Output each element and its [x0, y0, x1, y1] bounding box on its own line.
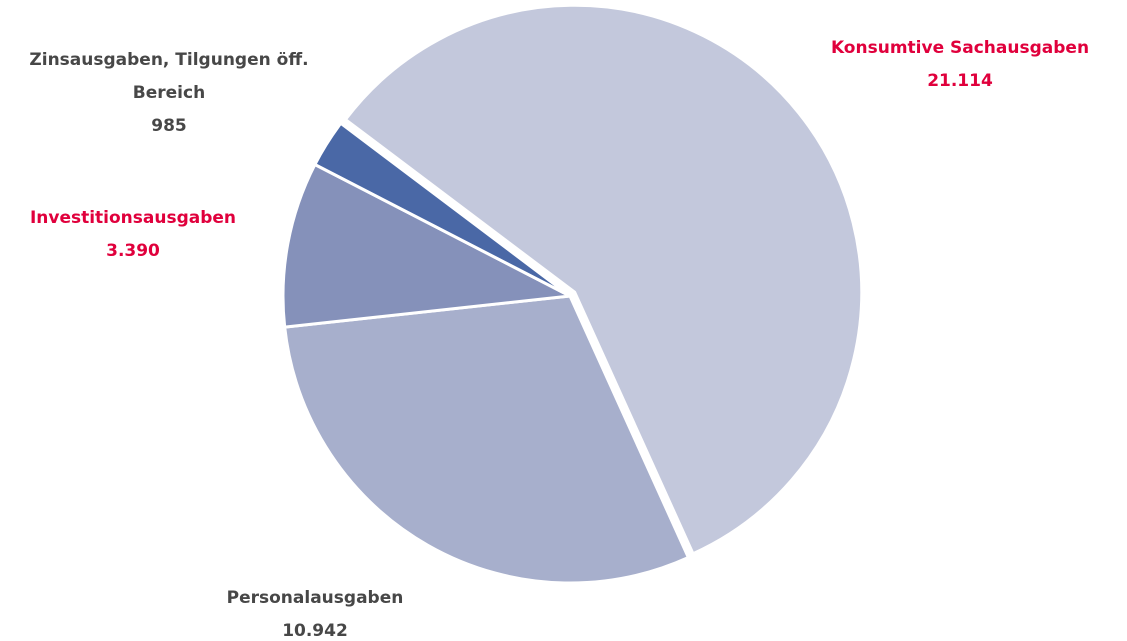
category-label: Konsumtive Sachausgaben: [830, 38, 1090, 58]
slice-label: Konsumtive Sachausgaben 21.114: [800, 32, 1120, 98]
slice-label: Personalausgaben 10.942: [165, 582, 465, 641]
value-label: 3.390: [106, 241, 160, 261]
pie-slice: [281, 163, 572, 329]
value-label: 985: [151, 116, 187, 136]
value-label: 21.114: [927, 71, 993, 91]
category-label: Personalausgaben: [226, 588, 404, 608]
pie-slice: [313, 121, 572, 298]
category-label: Zinsausgaben, Tilgungen öff. Bereich: [29, 50, 309, 103]
pie-slice: [283, 294, 690, 585]
pie-slice: [343, 3, 864, 556]
slice-label: Zinsausgaben, Tilgungen öff. Bereich 985: [28, 44, 310, 143]
category-label: Investitionsausgaben: [29, 208, 237, 228]
value-label: 10.942: [282, 621, 348, 641]
slice-label: Investitionsausgaben 3.390: [0, 202, 266, 268]
